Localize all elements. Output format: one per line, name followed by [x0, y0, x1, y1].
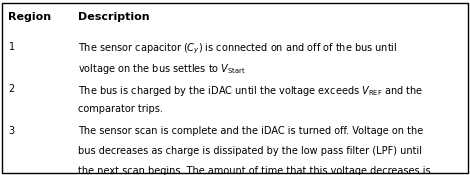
Text: voltage on the bus settles to $V_{\rm Start}$: voltage on the bus settles to $V_{\rm St…: [78, 62, 246, 76]
Text: The sensor scan is complete and the iDAC is turned off. Voltage on the: The sensor scan is complete and the iDAC…: [78, 126, 423, 136]
Text: 2: 2: [8, 84, 15, 94]
Text: Description: Description: [78, 12, 149, 22]
Text: 3: 3: [8, 126, 15, 136]
FancyBboxPatch shape: [2, 3, 468, 173]
Text: the next scan begins. The amount of time that this voltage decreases is: the next scan begins. The amount of time…: [78, 166, 430, 175]
Text: comparator trips.: comparator trips.: [78, 104, 163, 114]
Text: bus decreases as charge is dissipated by the low pass filter (LPF) until: bus decreases as charge is dissipated by…: [78, 146, 422, 156]
Text: Region: Region: [8, 12, 52, 22]
Text: The sensor capacitor ($C_y$) is connected on and off of the bus until: The sensor capacitor ($C_y$) is connecte…: [78, 42, 397, 56]
Text: 1: 1: [8, 42, 15, 52]
Text: The bus is charged by the iDAC until the voltage exceeds $V_{\rm REF}$ and the: The bus is charged by the iDAC until the…: [78, 84, 423, 98]
